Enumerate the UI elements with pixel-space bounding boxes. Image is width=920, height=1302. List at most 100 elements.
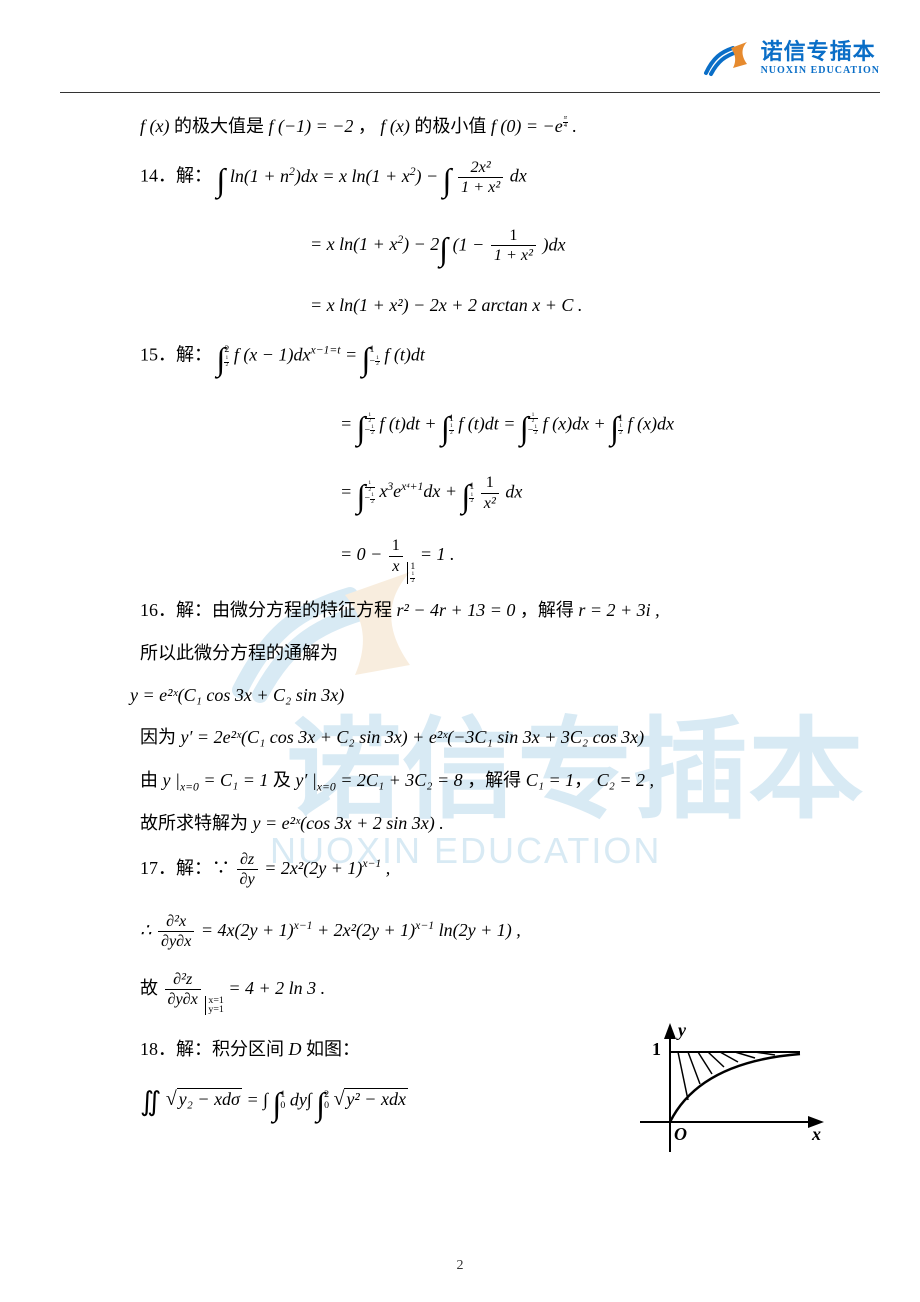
int-limits: 12−12 xyxy=(528,413,538,437)
text-line: = x ln(1 + x²) − 2x + 2 arctan x + C . xyxy=(140,289,780,321)
text-line: y = e²ˣ(C₁ cos 3x + C₂ sin 3x) xyxy=(130,679,780,711)
cn-text: 所以此微分方程的通解为 xyxy=(140,643,338,663)
eval-limits: 112 xyxy=(407,562,415,584)
header-logo-block: 诺信专插本 NUOXIN EDUCATION xyxy=(703,38,880,78)
page-content: f (x) 的极大值是 f (−1) = −2 ， f (x) 的极小值 f (… xyxy=(140,100,780,1144)
math-expr: = 2C₁ + 3C₂ = 8 xyxy=(340,770,462,790)
math-expr: f (x)dx + xyxy=(543,413,611,433)
text-line: 14．解： ∫ ln(1 + n2)dx = x ln(1 + x2) − ∫ … xyxy=(140,152,780,210)
int-limits: 112 xyxy=(449,414,454,437)
math-expr: ln(2y + 1) , xyxy=(439,920,521,940)
math-expr: = 2x²(2y + 1) xyxy=(264,858,362,878)
text-line: = 0 − 1x 112 = 1 . xyxy=(140,536,780,584)
math-expr: x−1 xyxy=(294,919,313,932)
math-expr: x−1 xyxy=(415,919,434,932)
math-expr: = 4x(2y + 1) xyxy=(201,920,294,940)
math-expr: f (t)dt xyxy=(384,345,425,365)
math-expr: ln(1 + n2)dx = x ln(1 + x2) − xyxy=(230,166,443,186)
math-expr: = x ln(1 + x2) − 2 xyxy=(310,234,439,254)
cn-text: ，解得 xyxy=(467,770,521,790)
math-expr: = ∫ xyxy=(246,1089,268,1109)
cn-text: 的极小值 xyxy=(414,116,486,136)
math-expr: D xyxy=(289,1039,302,1059)
double-integral-icon: ∬ xyxy=(140,1086,161,1116)
math-expr: f (t)dt + xyxy=(379,413,441,433)
math-expr: x−1 xyxy=(362,857,381,870)
int-limits: 112 xyxy=(618,414,623,437)
fraction: 11 + x² xyxy=(491,226,536,266)
text-line: 16．解：由微分方程的特征方程 r² − 4r + 13 = 0 ，解得 r =… xyxy=(140,594,780,626)
fraction: 2x²1 + x² xyxy=(458,158,503,198)
item-label: 17．解：∵ xyxy=(140,858,230,878)
math-expr: x=0 xyxy=(317,780,336,793)
diagram-label-origin: O xyxy=(674,1124,687,1144)
math-expr: f (−1) = −2 xyxy=(268,116,353,136)
math-expr: ∴ xyxy=(140,920,151,940)
cn-text: 的极大值是 xyxy=(174,116,264,136)
math-expr: = 4 + 2 ln 3 . xyxy=(228,978,325,998)
math-expr: f (x)dx xyxy=(628,413,674,433)
fraction: ∂²x∂y∂x xyxy=(158,912,194,952)
brand-name-en: NUOXIN EDUCATION xyxy=(761,65,880,76)
math-expr: y = e²ˣ(cos 3x + 2 sin 3x) . xyxy=(253,813,444,833)
math-expr: + 2x²(2y + 1) xyxy=(317,920,415,940)
text-line: 因为 y′ = 2e²ˣ(C₁ cos 3x + C₂ sin 3x) + e²… xyxy=(140,721,780,753)
text-line: ∴ ∂²x∂y∂x = 4x(2y + 1)x−1 + 2x²(2y + 1)x… xyxy=(140,912,780,952)
int-limits: 1−12 xyxy=(370,345,380,368)
region-diagram: 1 O x y xyxy=(630,1022,830,1162)
math-expr: y = e²ˣ(C₁ cos 3x + C₂ sin 3x) xyxy=(130,685,344,705)
int-limits: 12−12 xyxy=(365,413,375,437)
text-line: = x ln(1 + x2) − 2∫ (1 − 11 + x² )dx xyxy=(140,221,780,279)
fraction: 1x xyxy=(389,536,403,576)
integral-icon: ∫ xyxy=(443,163,452,199)
math-expr: C₁ = 1 xyxy=(526,770,574,790)
int-limits: 12−12 xyxy=(365,481,375,505)
fraction: ∂²z∂y∂x xyxy=(165,970,201,1010)
brand-logo-icon xyxy=(703,38,753,78)
math-expr: dx xyxy=(505,481,522,501)
int-limits: 20 xyxy=(324,1090,329,1112)
eval-limits: x=1y=1 xyxy=(205,996,223,1016)
int-limits: 212 xyxy=(224,345,229,368)
math-expr: f (x) xyxy=(380,116,409,136)
item-label: 18．解：积分区间 xyxy=(140,1039,284,1059)
sqrt: y² − xdx xyxy=(334,1082,408,1118)
math-expr: x−1=t xyxy=(310,344,340,357)
math-expr: = 1 . xyxy=(420,544,455,564)
cn-text: 如图： xyxy=(306,1039,360,1059)
math-expr: x=0 xyxy=(180,780,199,793)
brand-name-cn: 诺信专插本 xyxy=(761,40,880,64)
fraction: 1x² xyxy=(481,473,499,513)
diagram-label-one: 1 xyxy=(652,1039,661,1059)
cn-text: 因为 xyxy=(140,727,176,747)
math-expr: dy∫ xyxy=(290,1089,312,1109)
cn-text: 故所求特解为 xyxy=(140,813,248,833)
sqrt: y₂ − xdσ xyxy=(166,1082,242,1118)
int-limits: 10 xyxy=(280,1090,285,1112)
math-expr: r = 2 + 3i , xyxy=(578,600,659,620)
text-line: = ∫12−12 x3ex⁴+1dx + ∫112 1x² dx xyxy=(140,468,780,526)
text-line: 由 y |x=0 = C₁ = 1 及 y′ |x=0 = 2C₁ + 3C₂ … xyxy=(140,764,780,798)
header-rule xyxy=(60,92,880,93)
math-expr: y′ | xyxy=(295,770,316,790)
integral-icon: ∫ xyxy=(439,232,448,268)
text-line: = ∫12−12 f (t)dt + ∫112 f (t)dt = ∫12−12… xyxy=(140,400,780,458)
text-line: 故 ∂²z∂y∂x x=1y=1 = 4 + 2 ln 3 . xyxy=(140,970,780,1016)
cn-text: 由 xyxy=(140,770,158,790)
diagram-label-x: x xyxy=(811,1124,821,1144)
math-expr: = xyxy=(345,345,362,365)
math-expr: y′ = 2e²ˣ(C₁ cos 3x + C₂ sin 3x) + e²ˣ(−… xyxy=(181,727,645,747)
math-expr: = x ln(1 + x²) − 2x + 2 arctan x + C . xyxy=(310,295,582,315)
int-limits: 112 xyxy=(469,482,474,505)
page-number: 2 xyxy=(0,1258,920,1274)
math-expr: r² − 4r + 13 = 0 xyxy=(397,600,516,620)
math-expr: f (x − 1)dx xyxy=(234,345,311,365)
item-label: 14．解： xyxy=(140,166,212,186)
math-expr: )dx xyxy=(542,234,565,254)
cn-text: 故 xyxy=(140,978,158,998)
cn-text: ， xyxy=(358,116,376,136)
diagram-label-y: y xyxy=(676,1022,687,1040)
text-line: 故所求特解为 y = e²ˣ(cos 3x + 2 sin 3x) . xyxy=(140,807,780,839)
math-expr: = xyxy=(340,481,357,501)
math-expr: (1 − xyxy=(453,234,489,254)
